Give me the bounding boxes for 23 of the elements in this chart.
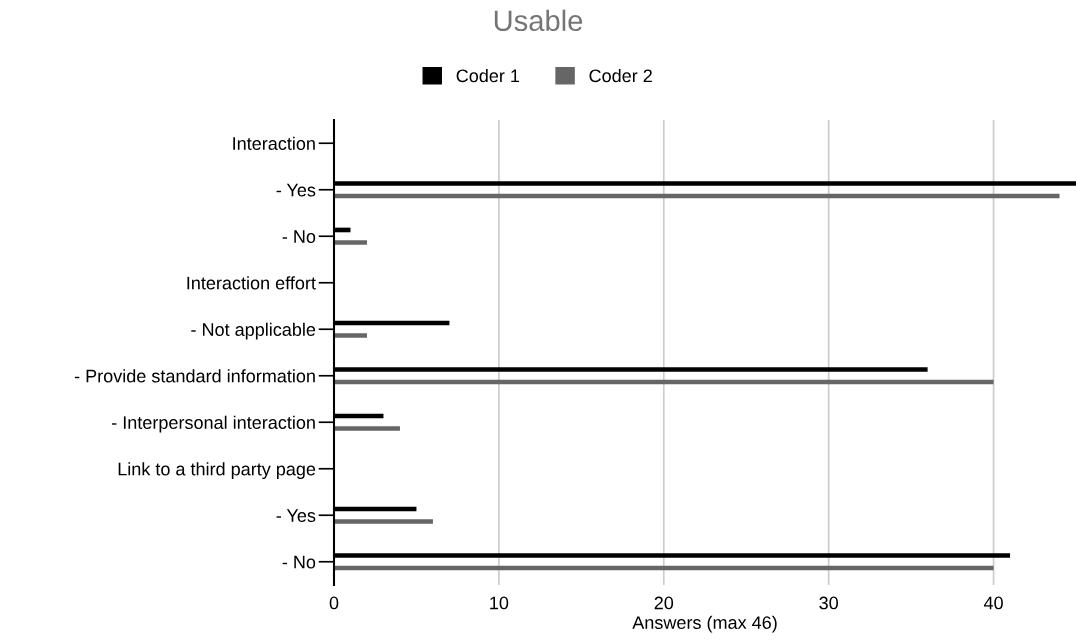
- x-tick-label: 40: [983, 596, 1003, 610]
- y-tick-label: - Provide standard information: [74, 369, 315, 383]
- legend-label: Coder 2: [589, 68, 652, 83]
- x-tick-label: 0: [329, 596, 339, 610]
- x-tick-label: 20: [654, 596, 674, 610]
- bar: [334, 333, 367, 338]
- legend-label: Coder 1: [456, 68, 520, 83]
- y-tick-label: - Yes: [276, 183, 316, 197]
- y-tick-label: - No: [282, 555, 316, 569]
- chart-title: Usable: [494, 9, 583, 32]
- bar: [334, 240, 367, 245]
- y-tick-label: Interaction: [233, 136, 315, 150]
- x-axis-title: Answers (max 46): [632, 615, 777, 633]
- y-tick-label: Interaction effort: [187, 276, 316, 290]
- y-tick-label: - Not applicable: [191, 322, 316, 340]
- y-tick-label: - No: [282, 230, 316, 243]
- y-tick-label: - Interpersonal interaction: [112, 415, 315, 433]
- y-tick-label: Link to a third party page: [118, 462, 316, 480]
- x-tick-label: 10: [490, 596, 509, 610]
- bar: [334, 519, 433, 524]
- x-tick-label: 30: [819, 596, 838, 610]
- bar: [334, 426, 400, 431]
- y-tick-label: - Yes: [276, 509, 316, 522]
